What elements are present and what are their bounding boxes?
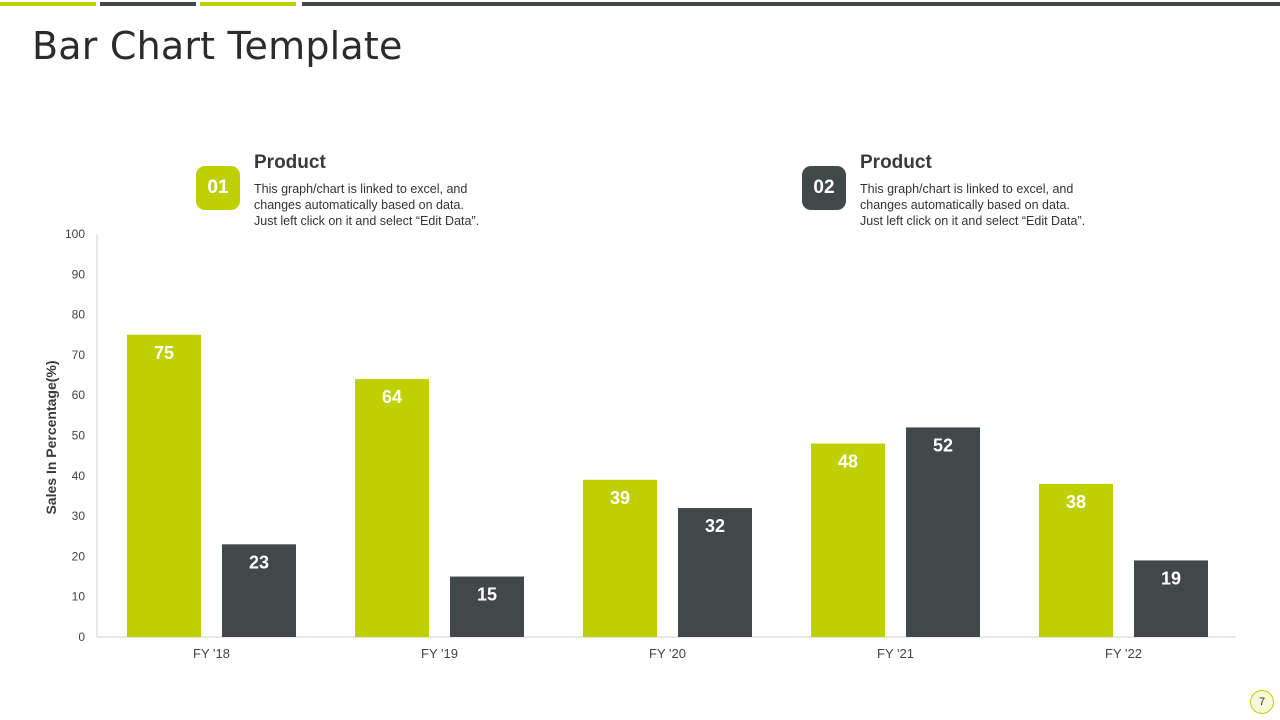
- y-tick-label: 0: [78, 630, 85, 644]
- bar-data-label: 19: [1161, 568, 1181, 588]
- bar-data-label: 32: [705, 516, 725, 536]
- legend-item-01: 01 Product This graph/chart is linked to…: [196, 150, 516, 230]
- bar-data-label: 75: [154, 343, 174, 363]
- x-tick-label: FY '22: [1105, 646, 1142, 661]
- bar: [583, 479, 657, 637]
- bar-data-label: 39: [610, 488, 630, 508]
- legend-badge-01: 01: [196, 166, 240, 210]
- legend-heading-01: Product: [254, 152, 326, 173]
- y-tick-label: 70: [72, 348, 86, 362]
- bar-data-label: 38: [1066, 492, 1086, 512]
- legend-badge-02: 02: [802, 166, 846, 210]
- legend-description-line: Just left click on it and select “Edit D…: [254, 214, 480, 228]
- y-tick-label: 60: [72, 388, 86, 402]
- bar: [1039, 483, 1113, 637]
- top-accent-bar-1: [0, 2, 96, 6]
- bar: [127, 334, 201, 637]
- legend-description-line: changes automatically based on data.: [860, 198, 1070, 212]
- legend-description-line: Just left click on it and select “Edit D…: [860, 214, 1086, 228]
- bar-data-label: 15: [477, 585, 497, 605]
- bar-data-label: 52: [933, 435, 953, 455]
- y-tick-label: 50: [72, 429, 86, 443]
- bar: [1134, 560, 1208, 637]
- y-tick-label: 100: [65, 227, 85, 241]
- x-tick-label: FY '20: [649, 646, 686, 661]
- bar: [450, 576, 524, 637]
- legend-description-01: This graph/chart is linked to excel, and…: [254, 181, 514, 229]
- bar: [811, 443, 885, 637]
- y-tick-label: 80: [72, 308, 86, 322]
- bar: [906, 427, 980, 637]
- y-tick-label: 30: [72, 509, 86, 523]
- legend-description-line: changes automatically based on data.: [254, 198, 464, 212]
- y-axis-title: Sales In Percentage(%): [43, 360, 59, 514]
- legend-description-line: This graph/chart is linked to excel, and: [254, 182, 468, 196]
- bar: [678, 508, 752, 637]
- x-tick-label: FY '18: [193, 646, 230, 661]
- top-accent-bar-2: [100, 2, 196, 6]
- bar: [222, 544, 296, 637]
- y-tick-label: 20: [72, 549, 86, 563]
- top-accent-bar-3: [200, 2, 296, 6]
- slide-title: Bar Chart Template: [32, 24, 403, 68]
- y-tick-label: 90: [72, 267, 86, 281]
- y-tick-label: 40: [72, 469, 86, 483]
- bar: [355, 379, 429, 637]
- legend-description-line: This graph/chart is linked to excel, and: [860, 182, 1074, 196]
- bar-data-label: 64: [382, 387, 402, 407]
- bar-data-label: 23: [249, 552, 269, 572]
- bar-data-label: 48: [838, 452, 858, 472]
- top-accent-bar-4: [302, 2, 1280, 6]
- x-tick-label: FY '19: [421, 646, 458, 661]
- legend-item-02: 02 Product This graph/chart is linked to…: [802, 150, 1122, 230]
- y-tick-label: 10: [72, 590, 86, 604]
- x-tick-label: FY '21: [877, 646, 914, 661]
- legend-description-02: This graph/chart is linked to excel, and…: [860, 181, 1120, 229]
- legend-heading-02: Product: [860, 152, 932, 173]
- page-number: 7: [1250, 690, 1274, 714]
